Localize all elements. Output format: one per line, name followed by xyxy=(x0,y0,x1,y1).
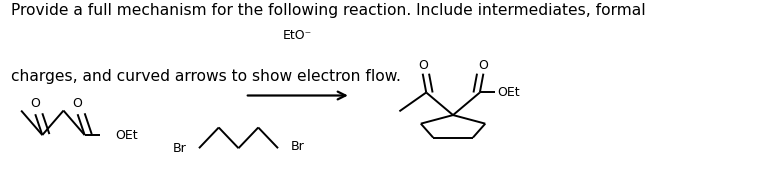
Text: Provide a full mechanism for the following reaction. Include intermediates, form: Provide a full mechanism for the followi… xyxy=(11,3,645,18)
Text: charges, and curved arrows to show electron flow.: charges, and curved arrows to show elect… xyxy=(11,69,400,84)
Text: O: O xyxy=(30,97,40,110)
Text: EtO⁻: EtO⁻ xyxy=(283,29,313,42)
Text: O: O xyxy=(418,59,428,72)
Text: OEt: OEt xyxy=(497,86,520,99)
Text: Br: Br xyxy=(173,142,186,155)
Text: OEt: OEt xyxy=(116,129,139,142)
Text: Br: Br xyxy=(291,140,304,153)
Text: O: O xyxy=(479,59,489,72)
Text: O: O xyxy=(72,97,82,110)
